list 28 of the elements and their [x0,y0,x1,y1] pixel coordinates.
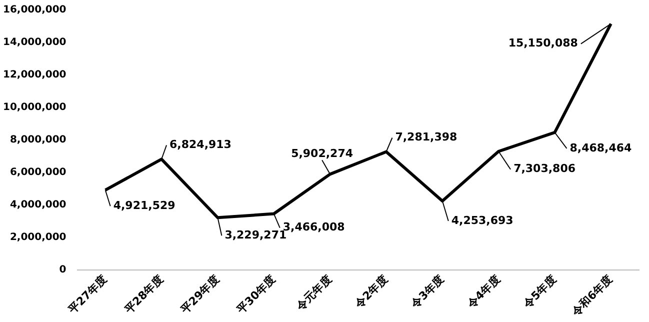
y-tick-label: 8,000,000 [10,134,66,146]
x-tick-label: 令5年度 [520,272,559,312]
y-tick-label: 2,000,000 [10,232,66,244]
x-tick-label: 平28年度 [122,272,166,317]
x-tick-label: 平27年度 [65,272,110,317]
x-tick-label: 平30年度 [234,272,278,317]
x-tick-label: 令元年度 [293,272,334,314]
x-tick-label: 令2年度 [352,272,390,312]
y-tick-label: 10,000,000 [2,102,66,114]
x-tick-label: 平29年度 [178,272,222,317]
data-label: 8,468,464 [570,141,632,154]
data-label: 4,921,529 [113,198,176,212]
y-tick-label: 14,000,000 [2,37,66,48]
data-label: 7,303,806 [514,162,576,176]
x-tick-label: 令和6年度 [568,272,616,320]
data-label: 4,253,693 [451,214,514,227]
data-label: 6,824,913 [170,138,232,152]
data-label: 5,902,274 [291,147,354,160]
x-tick-label: 令3年度 [408,272,447,312]
data-label: 7,281,398 [395,130,458,144]
y-tick-label: 4,000,000 [10,200,66,211]
y-tick-label: 12,000,000 [2,70,66,81]
x-tick-label: 令4年度 [464,272,503,312]
y-tick-label: 16,000,000 [2,4,66,16]
data-label: 3,466,008 [282,220,345,234]
data-label: 15,150,088 [508,36,578,50]
y-tick-label: 6,000,000 [10,167,66,178]
y-tick-label: 0 [59,264,66,276]
